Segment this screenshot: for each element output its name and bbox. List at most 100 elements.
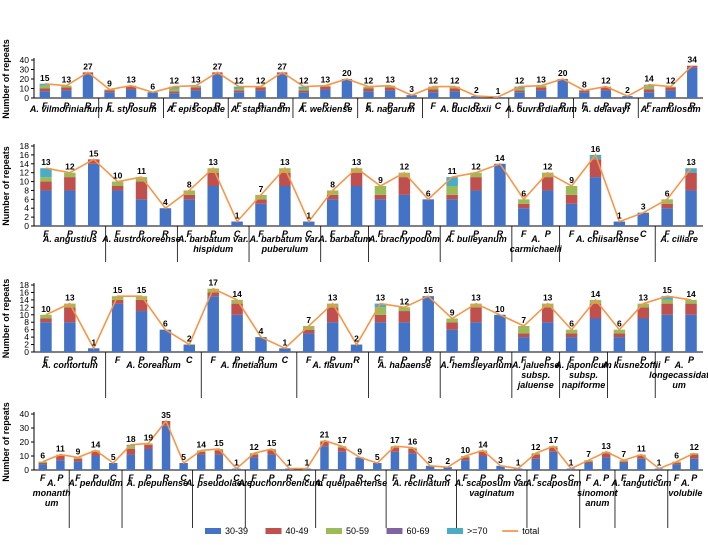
total-data-label: 13: [376, 293, 386, 303]
bar-segment: [374, 303, 387, 308]
category-tick-label: F: [43, 229, 49, 239]
bar-segment: [422, 296, 434, 352]
total-data-label: 13: [321, 75, 331, 85]
bar-segment: [179, 463, 188, 470]
y-axis-title: Number of repeats: [1, 146, 11, 226]
bar-segment: [622, 96, 633, 98]
bar-segment: [470, 307, 482, 323]
bar-segment: [565, 333, 578, 338]
total-data-label: 12: [515, 76, 525, 86]
species-group: F PA. kusnezoffii: [601, 303, 661, 398]
category-tick-label: R: [163, 473, 170, 483]
category-tick-label: R: [344, 101, 351, 111]
bar-segment: [613, 221, 626, 226]
category-tick-label: F: [569, 355, 575, 365]
bar-segment: [428, 86, 439, 90]
category-tick-label: F: [306, 355, 312, 365]
total-data-label: 13: [65, 293, 75, 303]
bar-segment: [279, 348, 291, 352]
total-data-label: 15: [662, 285, 672, 295]
category-tick-label: F: [75, 473, 81, 483]
species-group: F P CA. pendulum: [67, 450, 123, 528]
bar-segment: [320, 89, 331, 98]
bar-segment: [183, 344, 196, 352]
bar-segment: [589, 318, 602, 352]
category-tick-label: R: [559, 101, 566, 111]
bar-segment: [584, 461, 593, 463]
bar-segment: [255, 90, 266, 98]
bar-segment: [104, 92, 115, 98]
species-label: longecassidat: [649, 370, 708, 380]
species-label: sinomont: [577, 488, 618, 498]
bar-segment: [637, 458, 646, 470]
category-tick-label: F: [107, 101, 113, 111]
total-data-label: 16: [591, 144, 601, 154]
category-tick-label: F: [115, 229, 121, 239]
species-label: A.: [592, 478, 602, 488]
category-tick-label: F: [582, 101, 588, 111]
species-group: F P R CA. quelpaertense: [314, 440, 387, 528]
bar-segment: [169, 91, 180, 94]
category-tick-label: P: [258, 101, 265, 111]
bar-segment: [600, 87, 612, 91]
bar-segment: [320, 442, 329, 447]
total-data-label: 13: [352, 157, 362, 167]
total-data-label: 8: [187, 179, 192, 189]
total-data-label: 17: [208, 278, 218, 288]
bar-segment: [39, 85, 50, 89]
bar-segment: [661, 314, 673, 352]
category-tick-label: F: [128, 473, 134, 483]
species-group: F P R CA. piepunense: [125, 421, 193, 528]
bar-segment: [398, 177, 411, 195]
total-data-label: 11: [56, 444, 65, 454]
bar-segment: [231, 303, 243, 315]
category-tick-label: R: [408, 101, 415, 111]
bar-segment: [207, 186, 219, 226]
bar-segment: [231, 314, 243, 352]
bar-segment: [111, 303, 124, 352]
y-tick-label: 2: [24, 212, 29, 222]
category-tick-label: F: [521, 355, 527, 365]
bar-segment: [600, 90, 612, 98]
category-tick-label: P: [193, 101, 200, 111]
bar-segment: [535, 87, 547, 91]
category-tick-label: P: [603, 101, 610, 111]
bar-segment: [279, 186, 291, 226]
bar-segment: [613, 329, 626, 334]
bar-segment: [207, 168, 219, 173]
total-data-label: 14: [644, 74, 654, 84]
bar-segment: [161, 425, 171, 470]
bar-segment: [619, 463, 629, 470]
bar-segment: [687, 67, 698, 98]
total-data-label: 12: [364, 76, 374, 86]
bar-segment: [665, 87, 676, 91]
bar-segment: [374, 199, 387, 226]
bar-segment: [207, 296, 219, 352]
total-data-label: 1: [235, 211, 240, 221]
bar-segment: [255, 87, 266, 91]
total-data-label: 8: [330, 179, 335, 189]
category-tick-label: P: [480, 473, 487, 483]
species-label: A. stylosum: [105, 104, 157, 114]
y-tick-label: 8: [24, 185, 29, 195]
species-group: F PA. barbatum: [317, 168, 371, 262]
bar-segment: [363, 86, 374, 89]
bar-segment: [183, 190, 196, 195]
total-data-label: 2: [625, 85, 630, 95]
total-data-label: 6: [674, 451, 679, 461]
total-data-label: 10: [495, 304, 505, 314]
species-label: A. nagarum: [364, 104, 415, 114]
bar-segment: [38, 464, 48, 470]
bar-segment: [637, 318, 650, 352]
bar-segment: [518, 199, 530, 204]
bar-segment: [665, 90, 676, 98]
total-line: [44, 65, 693, 98]
species-group: F P RA. brachypodum: [368, 172, 441, 262]
bar-segment: [565, 194, 578, 204]
bar-segment: [531, 454, 540, 459]
category-tick-label: P: [63, 101, 70, 111]
bar-segment: [422, 199, 434, 226]
